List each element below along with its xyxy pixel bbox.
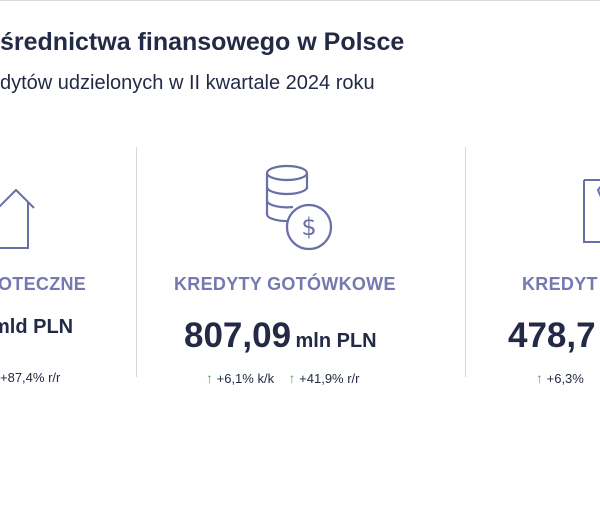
coins-dollar-icon: $	[265, 164, 333, 251]
mortgage-unit: mld PLN	[0, 316, 74, 338]
third-loan-change: ↑ +6,3%	[536, 370, 584, 386]
mortgage-value: mld PLN	[0, 316, 73, 339]
third-loan-number: 478,7	[508, 316, 596, 355]
page-subtitle: dytów udzielonych w II kwartale 2024 rok…	[0, 72, 375, 94]
up-arrow-icon: ↑	[536, 370, 543, 386]
mortgage-change: +87,4% r/r	[0, 370, 60, 385]
cash-loans-change-qoq: +6,1% k/k	[216, 371, 275, 386]
third-loan-change-qoq: +6,3%	[546, 371, 584, 386]
top-border	[0, 0, 600, 1]
third-loan-value: 478,7	[508, 316, 596, 356]
up-arrow-icon: ↑	[206, 370, 213, 386]
cash-loans-number: 807,09	[184, 316, 292, 355]
page-title: średnictwa finansowego w Polsce	[0, 28, 405, 56]
cash-loans-value: 807,09 mln PLN	[184, 316, 377, 356]
mortgage-change-yoy: +87,4% r/r	[0, 370, 61, 385]
svg-text:$: $	[301, 213, 316, 241]
column-divider-1	[136, 147, 137, 377]
cash-loans-change-yoy: +41,9% r/r	[299, 371, 360, 386]
house-icon	[0, 189, 35, 249]
up-arrow-icon: ↑	[288, 370, 296, 386]
column-divider-2	[465, 147, 466, 377]
mortgage-label: OTECZNE	[0, 274, 87, 294]
cash-loans-change: ↑ +6,1% k/k ↑ +41,9% r/r	[206, 370, 360, 386]
cash-loans-label: KREDYTY GOTÓWKOWE	[174, 274, 396, 294]
document-icon	[583, 179, 600, 243]
cash-loans-unit: mln PLN	[295, 330, 377, 352]
third-loan-label: KREDYT	[522, 274, 598, 294]
